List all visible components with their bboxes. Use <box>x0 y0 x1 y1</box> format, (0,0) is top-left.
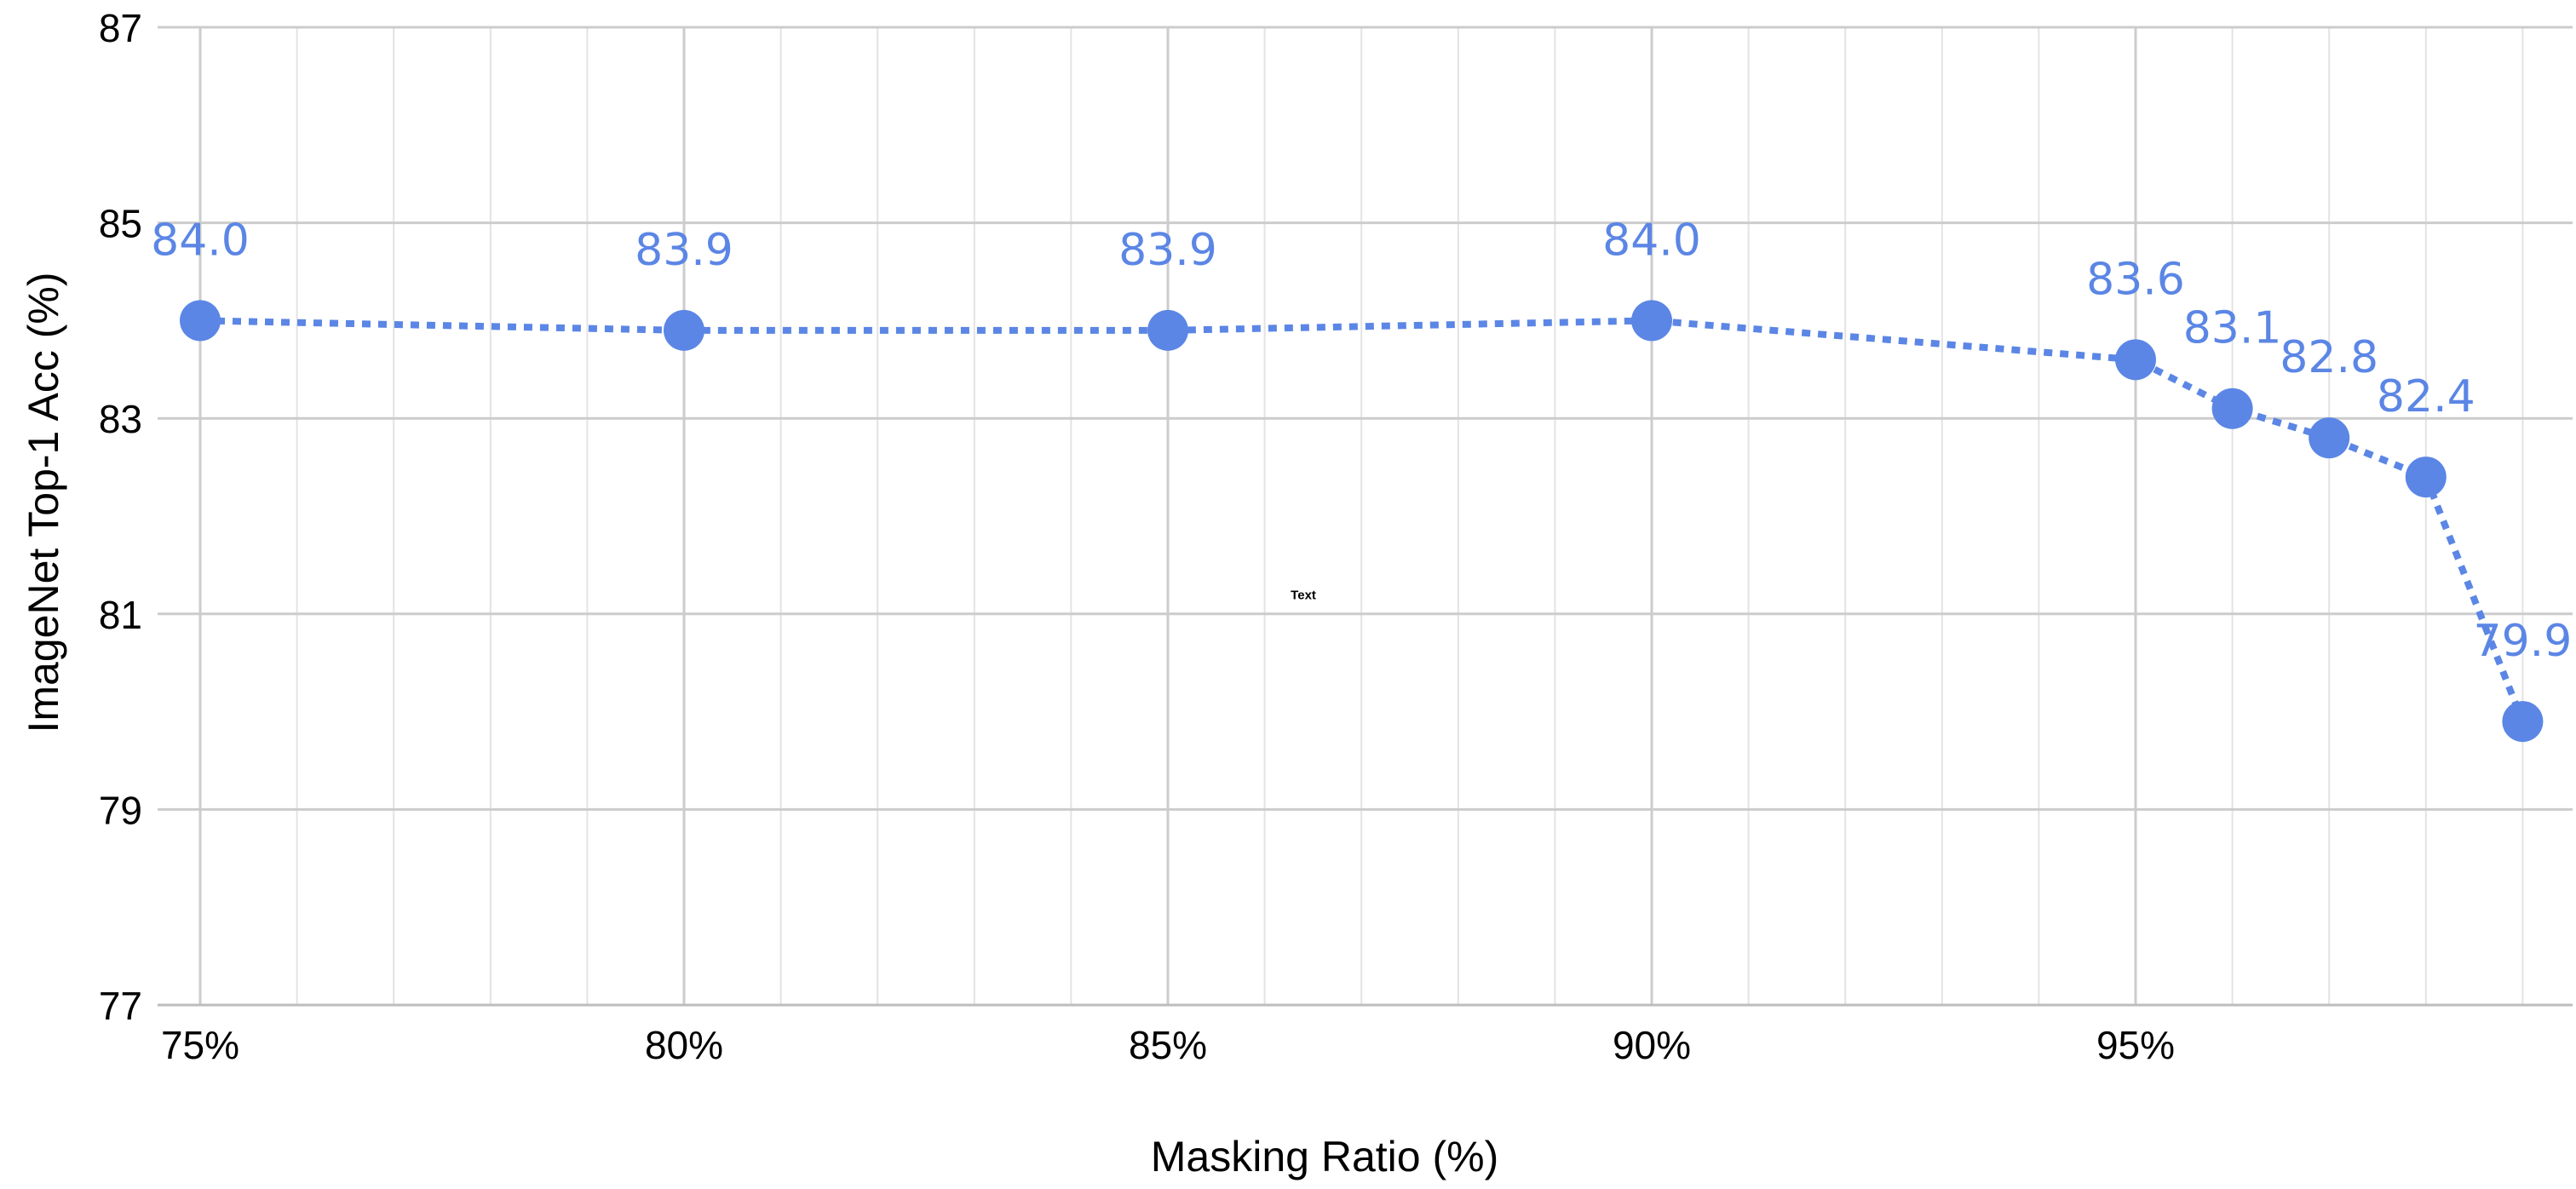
data-label: 84.0 <box>151 215 250 266</box>
data-label: 82.8 <box>2280 332 2378 383</box>
y-tick-label: 87 <box>99 6 142 50</box>
y-tick-label: 79 <box>99 788 142 832</box>
data-point <box>1631 300 1672 342</box>
x-axis-title: Masking Ratio (%) <box>1151 1133 1498 1180</box>
y-axis-title: ImageNet Top-1 Acc (%) <box>20 273 67 733</box>
data-point <box>2502 701 2544 743</box>
data-point <box>180 300 221 342</box>
x-tick-label: 80% <box>645 1023 723 1067</box>
x-axis-tick-labels: 75% 80% 85% 90% 95% <box>161 1023 2175 1067</box>
data-point <box>2211 388 2253 429</box>
data-point <box>2405 457 2447 498</box>
data-label: 83.9 <box>635 225 733 276</box>
y-axis-tick-labels: 77 79 81 83 85 87 <box>99 6 142 1028</box>
data-label: 83.6 <box>2086 254 2185 305</box>
data-point <box>664 309 704 351</box>
x-tick-label: 90% <box>1613 1023 1691 1067</box>
y-tick-label: 83 <box>99 397 142 441</box>
data-label: 79.9 <box>2474 616 2573 667</box>
data-points <box>180 300 2544 743</box>
minor-gridlines <box>296 27 2524 1005</box>
x-tick-label: 95% <box>2096 1023 2175 1067</box>
data-label: 83.1 <box>2183 303 2282 354</box>
data-label: 83.9 <box>1118 225 1217 276</box>
y-tick-label: 81 <box>99 593 142 637</box>
data-point <box>2309 417 2350 459</box>
data-labels: 84.0 83.9 83.9 84.0 83.683.182.882.4 79.9 <box>151 215 2572 667</box>
data-label: 82.4 <box>2377 371 2475 422</box>
data-point <box>1147 309 1188 351</box>
data-point <box>2115 339 2156 381</box>
data-label: 84.0 <box>1602 215 1701 266</box>
annotation-label: Text <box>1291 589 1316 603</box>
x-tick-label: 75% <box>161 1023 239 1067</box>
y-tick-label: 85 <box>99 202 142 246</box>
x-tick-label: 85% <box>1129 1023 1207 1067</box>
y-tick-label: 77 <box>99 984 142 1028</box>
major-gridlines <box>158 26 2573 1007</box>
